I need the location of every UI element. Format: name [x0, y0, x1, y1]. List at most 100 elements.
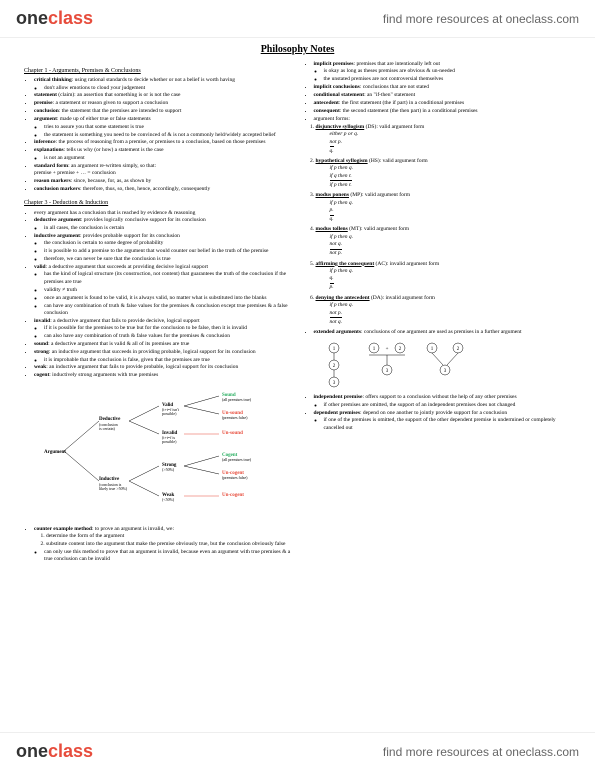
- list-item: is okay as long as theses premises are o…: [324, 68, 572, 75]
- term: conclusion: [34, 108, 59, 114]
- def-text: : to prove an argument is invalid, we:: [92, 526, 174, 532]
- term: sound: [34, 341, 48, 347]
- list-item: deductive argument: provides logically c…: [34, 217, 292, 232]
- def-text: : a deductive argument that fails to pro…: [50, 318, 199, 324]
- def-text: : premises that are intentionally left o…: [354, 61, 440, 67]
- def-text: : offers support to a conclusion without…: [362, 394, 516, 400]
- arg-form: if p then q. q. p.: [330, 268, 572, 292]
- list-item: once an argument is found to be valid, i…: [44, 295, 292, 302]
- def-text: : provides logically conclusive support …: [81, 217, 206, 223]
- list-item: conclusion: the statement that the premi…: [34, 108, 292, 115]
- def-text: : a deductive argument that succeeds at …: [46, 264, 208, 270]
- def-text: : therefore, thus, so, then, hence, acco…: [80, 186, 210, 192]
- def-text: : an inductive argument that fails to pr…: [46, 364, 238, 370]
- form-item: disjunctive syllogism (DS): valid argume…: [316, 124, 572, 155]
- right-column: implicit premises: premises that are int…: [304, 61, 572, 564]
- svg-text:+: +: [385, 347, 388, 352]
- list-item: counter example method: to prove an argu…: [34, 526, 292, 564]
- arg-line: either p or q.: [330, 131, 572, 138]
- page-title: Philosophy Notes: [0, 38, 595, 61]
- form-item: modus tollens (MT): valid argument form …: [316, 226, 572, 257]
- term: explanations: [34, 147, 64, 153]
- arg-line: if p then q.: [330, 200, 572, 207]
- header-link[interactable]: find more resources at oneclass.com: [383, 12, 579, 26]
- term: premise: [34, 100, 53, 106]
- term: reason markers: [34, 178, 71, 184]
- diagram-linear: 1 2 3: [314, 340, 354, 390]
- abbr: (MT): valid argument form: [348, 226, 409, 232]
- abbr: (HS): valid argument form: [368, 158, 428, 164]
- left-column: Chapter 1 - Arguments, Premises & Conclu…: [24, 61, 292, 564]
- list-item: argument forms:: [314, 116, 572, 123]
- argument-forms: disjunctive syllogism (DS): valid argume…: [304, 124, 572, 326]
- svg-text:Un-cogent: Un-cogent: [222, 493, 244, 498]
- term: inference: [34, 139, 56, 145]
- form-item: modus ponens (MP): valid argument form i…: [316, 192, 572, 223]
- ch3-heading: Chapter 3 - Deduction & Induction: [24, 199, 292, 207]
- def-text: : the first statement (the if part) in a…: [339, 100, 464, 106]
- def-text: : tells us why (or how) a statement is t…: [64, 147, 164, 153]
- arg-line: if p then q.: [330, 165, 572, 172]
- term: extended arguments: [314, 329, 362, 335]
- arg-conclusion: q.: [330, 215, 334, 224]
- svg-text:3: 3: [332, 381, 335, 386]
- def-text: (claim): an assertion that something is …: [57, 92, 181, 98]
- list-item: explanations: tells us why (or how) a st…: [34, 147, 292, 162]
- logo-prefix: one: [16, 8, 48, 28]
- list-item: implicit premises: premises that are int…: [314, 61, 572, 84]
- def-text: : using rational standards to decide whe…: [72, 77, 235, 83]
- list-item: don't allow emotions to cloud your judge…: [44, 85, 292, 92]
- tree-svg: Argument Deductive (conclusion is certai…: [44, 386, 284, 516]
- list-item: invalid: a deductive argument that fails…: [34, 318, 292, 341]
- term: denying the antecedent: [316, 295, 370, 301]
- list-item: conditional statement: an "if-then" stat…: [314, 92, 572, 99]
- def-text: : the second statement (the then part) i…: [340, 108, 478, 114]
- svg-text:1: 1: [372, 347, 375, 352]
- form-item: hypothetical syllogism (HS): valid argum…: [316, 158, 572, 189]
- abbr: (DA): invalid argument form: [370, 295, 435, 301]
- term: disjunctive syllogism: [316, 124, 365, 130]
- arg-line: if p then q.: [330, 234, 572, 241]
- svg-text:3: 3: [443, 369, 446, 374]
- term: implicit premises: [314, 61, 354, 67]
- term: conditional statement: [314, 92, 365, 98]
- list-item: reason markers: since, because, for, as,…: [34, 178, 292, 185]
- logo-suffix: class: [48, 8, 93, 28]
- list-item: independent premise: offers support to a…: [314, 394, 572, 409]
- term: affirming the consequent: [316, 261, 375, 267]
- term: statement: [34, 92, 57, 98]
- list-item: standard form: an argument re-written si…: [34, 163, 292, 178]
- def-text: : depend on one another to jointly provi…: [360, 410, 507, 416]
- def-text: : the statement that the premises are in…: [59, 108, 182, 114]
- def-text: : a deductive argument that is valid & a…: [48, 341, 189, 347]
- svg-text:likely true >50%): likely true >50%): [99, 486, 128, 491]
- counter-steps: determine the form of the argument subst…: [34, 533, 292, 548]
- arg-line: if q then r.: [330, 173, 572, 180]
- list-item: substitute content into the argument tha…: [46, 541, 292, 548]
- term: deductive argument: [34, 217, 81, 223]
- arg-line: not q.: [330, 241, 572, 248]
- term: antecedent: [314, 100, 339, 106]
- def-text: : conclusions that are not stated: [360, 84, 429, 90]
- term: strong: [34, 349, 49, 355]
- svg-text:3: 3: [385, 369, 388, 374]
- term: independent premise: [314, 394, 363, 400]
- brand-logo: oneclass: [16, 8, 93, 29]
- premise-diagrams: 1 2 3 1 + 2 3 1 2 3: [314, 340, 572, 390]
- footer-link[interactable]: find more resources at oneclass.com: [383, 745, 579, 759]
- def-text: : made up of either true or false statem…: [57, 116, 151, 122]
- def-text: : a statement or reason given to support…: [53, 100, 169, 106]
- arg-conclusion: p.: [330, 283, 334, 292]
- formula: premise + premise + … = conclusion: [34, 170, 116, 176]
- abbr: (DS): valid argument form: [364, 124, 424, 130]
- svg-text:1: 1: [430, 347, 433, 352]
- ch1-heading: Chapter 1 - Arguments, Premises & Conclu…: [24, 67, 292, 75]
- arg-line: not p.: [330, 310, 572, 317]
- def-text: : an "if-then" statement: [364, 92, 415, 98]
- def-text: : inductively strong arguments with true…: [49, 372, 158, 378]
- list-item: if one of the premises is omitted, the s…: [324, 417, 572, 432]
- list-item: can only use this method to prove that a…: [44, 549, 292, 564]
- term: valid: [34, 264, 46, 270]
- term: weak: [34, 364, 46, 370]
- list-item: statement (claim): an assertion that som…: [34, 92, 292, 99]
